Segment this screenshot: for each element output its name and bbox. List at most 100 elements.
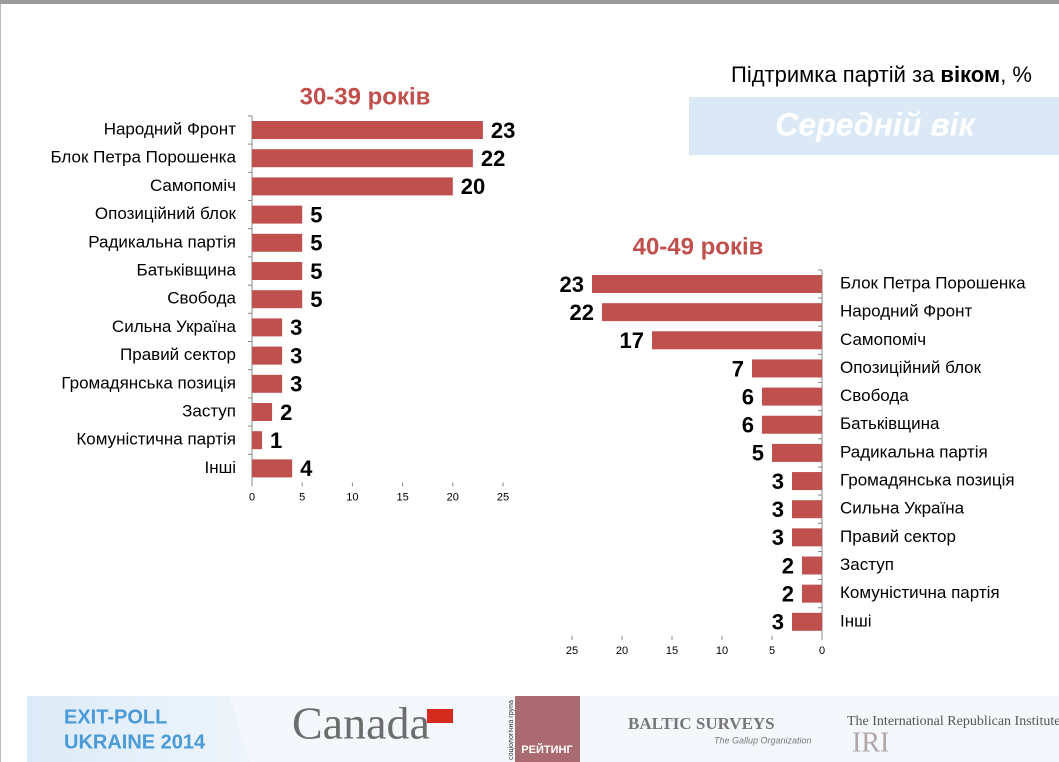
bar: [252, 346, 283, 365]
slide-title: Підтримка партій за віком, %: [731, 62, 1032, 87]
chart-title: 40-49 років: [633, 233, 764, 260]
x-tick-label: 25: [566, 645, 578, 657]
rating: РЕЙТИНГ: [521, 743, 573, 756]
rating-box: [515, 696, 580, 762]
x-tick-label: 25: [497, 491, 509, 503]
title-end: , %: [1000, 62, 1032, 87]
bar: [802, 556, 822, 575]
value-label: 5: [310, 259, 322, 284]
title-bold: віком: [940, 62, 1000, 87]
bar: [602, 303, 822, 322]
value-label: 23: [560, 272, 584, 297]
category-label: Сильна Україна: [840, 499, 965, 518]
category-label: Опозиційний блок: [95, 204, 237, 223]
value-label: 22: [570, 300, 594, 325]
category-label: Свобода: [167, 289, 236, 308]
value-label: 3: [772, 469, 784, 494]
category-label: Народний Фронт: [104, 119, 237, 138]
chart-title: 30-39 років: [300, 83, 431, 110]
category-label: Сильна Україна: [112, 317, 237, 336]
footer: EXIT-POLL UKRAINE 2014 Canada соціологіч…: [27, 696, 1059, 762]
x-tick-label: 20: [447, 491, 459, 503]
category-label: Радикальна партія: [88, 232, 236, 251]
category-label: Заступ: [182, 401, 236, 420]
category-label: Заступ: [840, 555, 894, 574]
category-label: Батьківщина: [840, 414, 940, 433]
x-tick-label: 0: [249, 491, 255, 503]
x-tick-label: 5: [769, 645, 775, 657]
category-label: Свобода: [840, 386, 909, 405]
bar: [252, 177, 453, 196]
x-tick-label: 10: [716, 645, 728, 657]
value-label: 3: [290, 372, 302, 397]
bar: [792, 472, 822, 491]
x-tick-label: 0: [819, 645, 825, 657]
value-label: 3: [772, 610, 784, 635]
exit-poll: EXIT-POLL: [64, 706, 167, 728]
category-label: Комуністична партія: [76, 430, 236, 449]
value-label: 3: [772, 497, 784, 522]
bar: [252, 233, 303, 252]
top-border: [0, 0, 1059, 4]
category-label: Опозиційний блок: [840, 358, 982, 377]
bar: [252, 121, 483, 139]
value-label: 17: [620, 328, 644, 353]
canada: Canada: [292, 698, 430, 749]
value-label: 23: [491, 118, 515, 143]
bar: [252, 459, 293, 478]
bar: [752, 359, 822, 378]
gallup: The Gallup Organization: [714, 735, 812, 745]
category-label: Інші: [840, 611, 872, 630]
value-label: 5: [310, 287, 322, 312]
bar: [772, 443, 822, 462]
category-label: Самопоміч: [840, 330, 926, 349]
ukraine-2014: UKRAINE 2014: [64, 731, 206, 753]
exit-poll-box: [27, 696, 250, 762]
category-label: Правий сектор: [840, 527, 956, 546]
value-label: 20: [461, 174, 485, 199]
bar: [762, 387, 822, 406]
value-label: 2: [280, 400, 292, 425]
value-label: 22: [481, 146, 505, 171]
bar: [252, 290, 303, 309]
bar: [652, 331, 822, 350]
banner-text: Середній вік: [775, 106, 976, 142]
category-label: Блок Петра Порошенка: [840, 273, 1026, 292]
bar: [252, 374, 283, 393]
category-label: Правий сектор: [120, 345, 236, 364]
bar: [252, 205, 303, 224]
bar: [792, 612, 822, 631]
x-tick-label: 20: [616, 645, 628, 657]
value-label: 5: [310, 202, 322, 227]
x-tick-label: 15: [666, 645, 678, 657]
value-label: 2: [782, 581, 794, 606]
category-label: Самопоміч: [150, 176, 236, 195]
title-start: Підтримка партій за: [731, 62, 940, 87]
value-label: 6: [742, 384, 754, 409]
value-label: 3: [290, 315, 302, 340]
category-label: Комуністична партія: [840, 583, 1000, 602]
iri: IRI: [852, 727, 889, 758]
bar: [252, 149, 473, 168]
value-label: 4: [300, 456, 313, 481]
value-label: 1: [270, 428, 282, 453]
baltic-surveys: BALTIC SURVEYS: [628, 714, 775, 733]
x-tick-label: 15: [396, 491, 408, 503]
iri-full: The International Republican Institute: [847, 714, 1059, 729]
bar: [252, 262, 303, 280]
bar: [252, 318, 283, 337]
bar: [802, 584, 822, 603]
banner: [689, 97, 1059, 155]
category-label: Громадянська позиція: [61, 373, 236, 392]
value-label: 2: [782, 553, 794, 578]
bar: [252, 431, 263, 450]
value-label: 3: [290, 343, 302, 368]
bar: [592, 275, 822, 293]
category-label: Батьківщина: [137, 260, 237, 279]
category-label: Громадянська позиція: [840, 471, 1015, 490]
bar: [792, 500, 822, 519]
flag: [427, 709, 453, 723]
bar: [792, 528, 822, 547]
left-border: [0, 4, 1, 762]
x-tick-label: 10: [346, 491, 358, 503]
